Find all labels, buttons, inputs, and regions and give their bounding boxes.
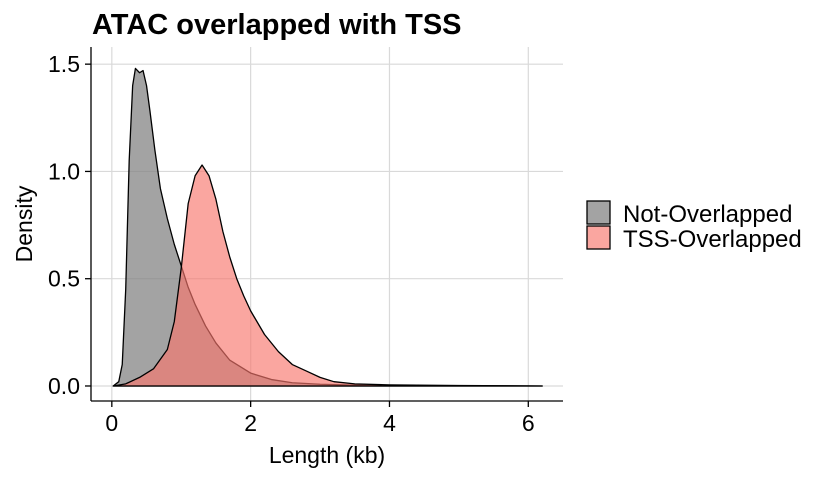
density-area-tss-overlapped	[112, 164, 543, 387]
y-tick-label: 1.0	[48, 158, 80, 184]
chart-title: ATAC overlapped with TSS	[92, 9, 462, 41]
axes	[90, 47, 563, 402]
density-areas	[112, 67, 543, 387]
ticks: 0 2 4 6 0.0 0.5 1.0 1.5	[48, 51, 535, 436]
legend-label: Not-Overlapped	[623, 201, 792, 228]
x-tick-label: 6	[522, 410, 535, 436]
y-axis-title: Density	[11, 185, 37, 262]
y-tick-label: 1.5	[48, 51, 80, 77]
legend-label: TSS-Overlapped	[623, 226, 802, 253]
x-tick-label: 2	[244, 410, 257, 436]
y-tick-label: 0.5	[48, 266, 80, 292]
x-tick-label: 4	[383, 410, 396, 436]
legend-swatch-tss-overlapped	[586, 225, 611, 250]
y-tick-label: 0.0	[48, 373, 80, 399]
x-tick-label: 0	[105, 410, 118, 436]
x-axis-title: Length (kb)	[269, 442, 385, 468]
legend-swatch-not-overlapped	[586, 200, 611, 225]
